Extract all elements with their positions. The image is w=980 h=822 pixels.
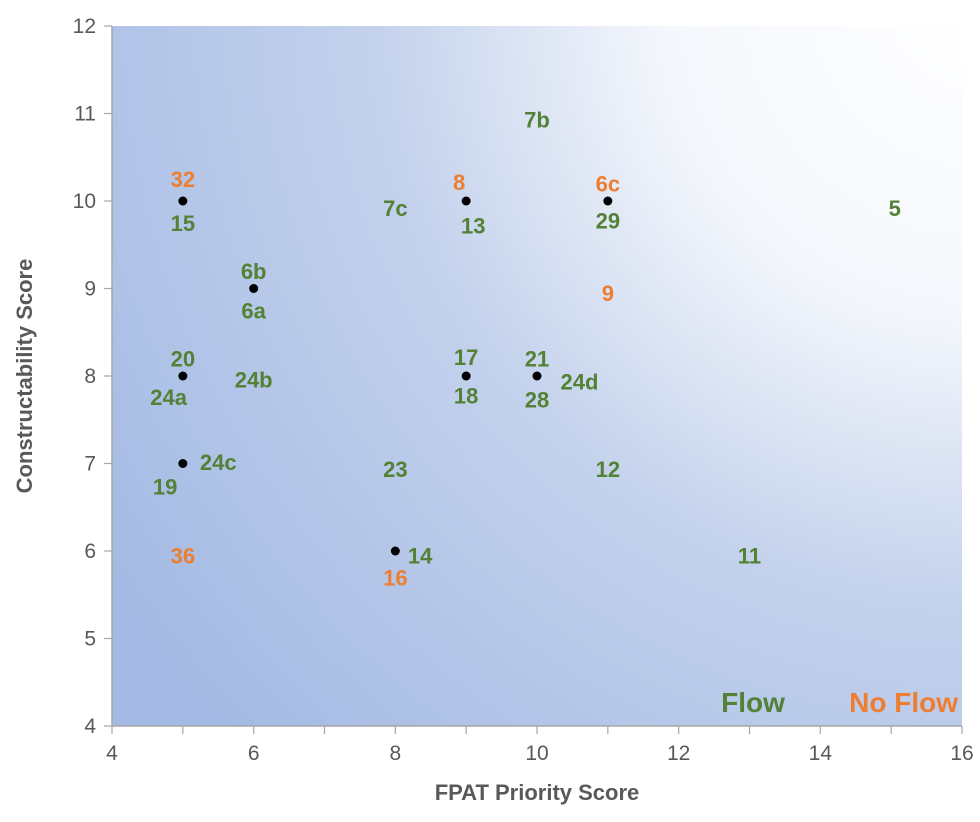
point-label: 5 [889,196,901,221]
x-tick-label: 4 [106,742,118,765]
legend-entry: Flow [721,687,785,718]
y-tick-label: 12 [73,15,96,38]
point-label: 18 [454,383,478,408]
point-label: 23 [383,457,407,482]
x-axis-title: FPAT Priority Score [435,780,640,805]
point-label: 12 [596,457,620,482]
data-point [178,371,188,381]
y-tick-label: 7 [84,453,96,476]
point-label: 24b [235,368,273,393]
y-tick-label: 11 [74,103,96,126]
point-label: 6a [241,298,266,323]
data-point [178,459,188,468]
data-point [249,284,259,293]
point-label: 32 [171,167,195,192]
data-point [461,371,471,381]
point-label: 24d [561,369,599,394]
point-label: 20 [171,347,195,372]
point-label: 24c [200,450,237,475]
y-axis-title: Constructability Score [12,259,37,494]
point-label: 14 [408,543,433,568]
y-tick-label: 9 [84,278,96,301]
point-label: 9 [602,281,614,306]
point-labels: 7b 32 15 7c 8 13 6c 29 5 6b 6a 9 20 24a 24b 17 18 21 24d 28… [150,108,901,591]
point-label: 24a [150,385,187,410]
point-label: 8 [453,170,465,195]
data-point [461,196,471,206]
point-label: 7b [524,108,550,133]
data-point [532,371,542,381]
legend: Flow No Flow [721,687,958,718]
data-markers [178,196,613,556]
y-tick-label: 5 [84,628,96,651]
y-tick-label: 8 [84,365,96,388]
point-label: 15 [171,211,195,236]
point-label: 19 [153,474,177,499]
point-label: 17 [454,345,478,370]
data-point [603,196,613,206]
x-tick-label: 6 [248,742,260,765]
point-label: 13 [461,214,485,239]
x-tick-label: 8 [389,742,401,765]
y-tick-label: 6 [84,540,96,563]
point-label: 6b [241,259,267,284]
point-label: 6c [596,172,620,197]
x-tick-label: 12 [667,742,690,765]
point-label: 36 [171,543,195,568]
x-tick-label: 14 [809,742,833,765]
x-tick-label: 10 [525,742,548,765]
data-point [178,196,188,206]
data-point [390,546,400,556]
point-label: 21 [525,347,549,372]
point-label: 7c [383,196,407,221]
y-tick-label: 4 [84,715,96,738]
point-label: 16 [383,565,407,590]
point-label: 28 [525,388,549,413]
y-tick-label: 10 [73,190,96,213]
x-tick-label: 16 [950,742,973,765]
point-label: 11 [738,543,761,568]
point-label: 29 [596,208,620,233]
legend-entry: No Flow [849,687,958,718]
